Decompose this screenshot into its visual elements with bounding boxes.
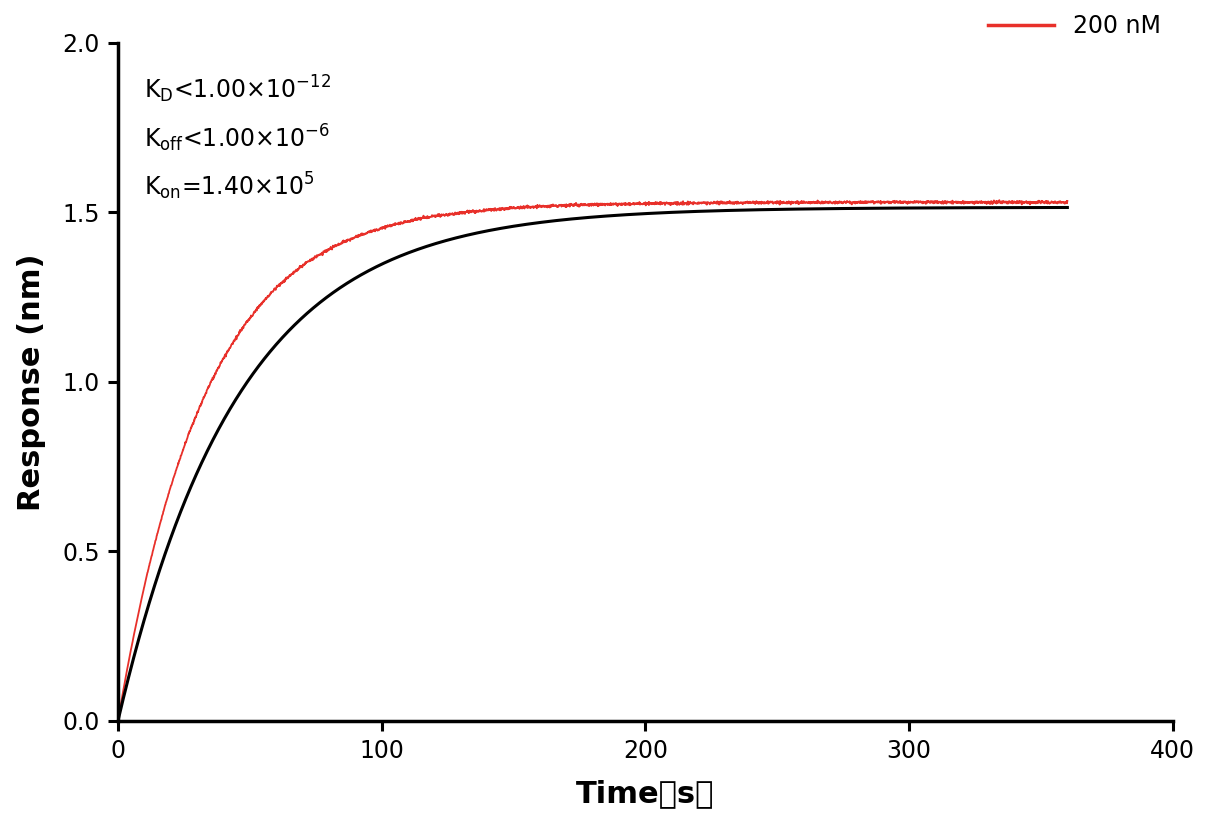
Text: K$_\mathrm{D}$<1.00×10$^{-12}$
K$_\mathrm{off}$<1.00×10$^{-6}$
K$_\mathrm{on}$=1: K$_\mathrm{D}$<1.00×10$^{-12}$ K$_\mathr… bbox=[144, 73, 331, 202]
Legend: 200 nM: 200 nM bbox=[988, 14, 1161, 38]
Y-axis label: Response (nm): Response (nm) bbox=[17, 253, 46, 511]
X-axis label: Time（s）: Time（s） bbox=[576, 780, 715, 808]
